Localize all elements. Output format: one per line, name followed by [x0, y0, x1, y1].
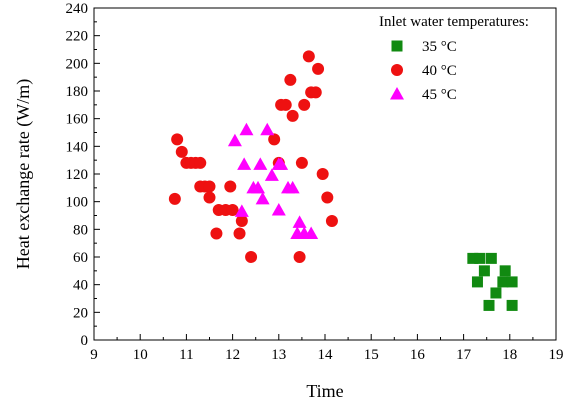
legend-marker-square: [392, 41, 403, 52]
y-tick-label: 160: [66, 112, 89, 128]
data-point-circle: [326, 215, 338, 227]
data-point-triangle: [239, 123, 253, 136]
x-tick-label: 14: [318, 347, 334, 363]
y-tick-label: 80: [73, 222, 88, 238]
data-point-square: [484, 300, 495, 311]
data-point-circle: [284, 74, 296, 86]
data-point-triangle: [237, 157, 251, 170]
y-tick-label: 100: [66, 195, 89, 211]
legend-label: 40 °C: [422, 63, 457, 79]
data-point-circle: [303, 50, 315, 62]
data-point-square: [472, 276, 483, 287]
x-axis-title: Time: [306, 381, 343, 401]
data-point-triangle: [272, 203, 286, 216]
data-point-circle: [294, 251, 306, 263]
y-tick-label: 220: [66, 29, 89, 45]
y-tick-label: 0: [81, 333, 89, 349]
y-tick-label: 200: [66, 56, 89, 72]
data-point-circle: [280, 99, 292, 111]
data-point-circle: [171, 133, 183, 145]
legend-label: 35 °C: [422, 39, 457, 55]
y-tick-label: 20: [73, 305, 88, 321]
data-point-triangle: [256, 192, 270, 205]
legend-marker-triangle: [390, 87, 404, 100]
legend-marker-circle: [391, 64, 403, 76]
legend-title: Inlet water temperatures:: [379, 14, 529, 30]
y-tick-label: 180: [66, 84, 89, 100]
legend-items: 35 °C 40 °C 45 °C: [390, 39, 457, 103]
y-tick-label: 240: [66, 1, 89, 17]
data-point-circle: [234, 227, 246, 239]
data-point-square: [486, 253, 497, 264]
data-point-circle: [321, 192, 333, 204]
y-tick-label: 140: [66, 139, 89, 155]
data-point-circle: [296, 157, 308, 169]
data-point-circle: [204, 192, 216, 204]
x-tick-label: 15: [364, 347, 379, 363]
data-point-circle: [224, 180, 236, 192]
data-point-square: [500, 265, 511, 276]
data-point-circle: [317, 168, 329, 180]
data-points: [169, 50, 518, 311]
y-tick-label: 60: [73, 250, 88, 266]
x-tick-label: 16: [410, 347, 426, 363]
data-point-square: [479, 265, 490, 276]
y-tick-label: 40: [73, 278, 88, 294]
data-point-circle: [194, 157, 206, 169]
data-point-circle: [312, 63, 324, 75]
y-tick-label: 120: [66, 167, 89, 183]
data-point-circle: [310, 86, 322, 98]
data-point-circle: [169, 193, 181, 205]
data-point-circle: [245, 251, 257, 263]
x-tick-label: 13: [271, 347, 286, 363]
data-point-circle: [176, 146, 188, 158]
x-tick-label: 9: [90, 347, 98, 363]
data-point-triangle: [228, 134, 242, 147]
legend-label: 45 °C: [422, 87, 457, 103]
x-tick-label: 11: [179, 347, 193, 363]
x-tick-label: 19: [549, 347, 564, 363]
data-point-circle: [204, 180, 216, 192]
legend: Inlet water temperatures: 35 °C 40 °C 45 °…: [379, 14, 529, 103]
data-point-circle: [298, 99, 310, 111]
data-point-triangle: [260, 123, 274, 136]
data-point-square: [507, 300, 518, 311]
data-point-triangle: [253, 157, 267, 170]
data-point-circle: [210, 227, 222, 239]
data-point-triangle: [293, 215, 307, 228]
data-point-square: [474, 253, 485, 264]
y-axis-title: Heat exchange rate (W/m): [13, 79, 34, 269]
x-tick-label: 18: [502, 347, 517, 363]
x-tick-label: 10: [133, 347, 148, 363]
x-tick-label: 12: [225, 347, 240, 363]
x-tick-label: 17: [456, 347, 472, 363]
data-point-circle: [287, 110, 299, 122]
data-point-triangle: [265, 168, 279, 181]
data-point-square: [507, 276, 518, 287]
data-point-square: [490, 287, 501, 298]
